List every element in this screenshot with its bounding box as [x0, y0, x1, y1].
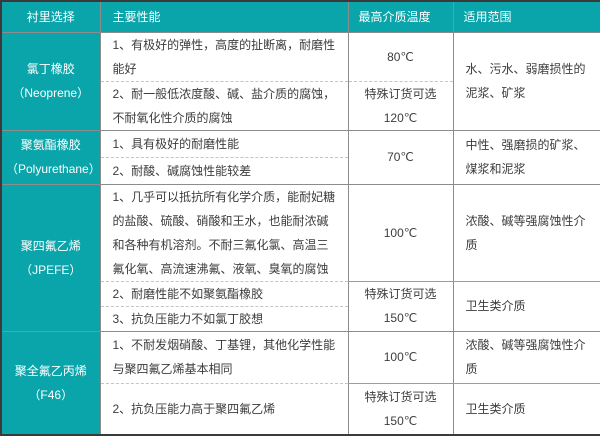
table-row: 聚氨酯橡胶 （Polyurethane） 1、具有极好的耐磨性能 70℃ 中性、强…	[1, 130, 600, 185]
performance-cell: 1、有极好的弹性，高度的扯断离，耐磨性 能好	[99, 32, 348, 82]
material-alias: （JPEFE）	[20, 262, 82, 277]
performance-cell: 1、具有极好的耐磨性能	[99, 130, 348, 158]
header-applicable-range: 适用范围	[452, 1, 600, 33]
table-row: 氯丁橡胶 （Neoprene） 1、有极好的弹性，高度的扯断离，耐磨性 能好 80…	[1, 32, 600, 131]
performance-cell: 2、耐磨性能不如聚氨酯橡胶	[99, 281, 348, 307]
table-row: 3、抗负压能力不如氯丁胶想	[1, 306, 600, 332]
performance-cell: 1、不耐发烟硝酸、丁基锂，其他化学性能 与聚四氟乙烯基本相同	[99, 331, 348, 384]
header-max-medium-temperature: 最高介质温度	[347, 1, 453, 33]
table-header-row: 衬里选择 主要性能 最高介质温度 适用范围	[1, 1, 600, 33]
material-alias: （F46）	[28, 387, 74, 402]
material-name: 聚氨酯橡胶	[20, 138, 81, 152]
range-cell: 卫生类介质	[452, 281, 600, 332]
table-row: 聚全氟乙丙烯 （F46） 1、不耐发烟硝酸、丁基锂，其他化学性能 与聚四氟乙烯基本…	[1, 331, 600, 435]
table-row: 2、耐一般低浓度酸、碱、盐介质的腐蚀， 不耐氧化性介质的腐蚀 特殊订货可选 12…	[1, 81, 600, 131]
range-cell: 浓酸、碱等强腐蚀性介 质	[452, 184, 600, 282]
header-lining-selection: 衬里选择	[1, 1, 100, 33]
material-name-fep: 聚全氟乙丙烯 （F46）	[1, 331, 100, 435]
table-row: 聚四氟乙烯 （JPEFE） 1、几乎可以抵抗所有化学介质，能耐妃糖 的盐酸、硫酸、…	[1, 184, 600, 332]
range-cell: 浓酸、碱等强腐蚀性介 质	[452, 331, 600, 384]
material-name-neoprene: 氯丁橡胶 （Neoprene）	[1, 32, 100, 131]
range-cell: 卫生类介质	[452, 383, 600, 435]
performance-cell: 3、抗负压能力不如氯丁胶想	[99, 306, 348, 332]
temperature-cell: 特殊订货可选 150℃	[347, 281, 453, 332]
material-name-ptfe: 聚四氟乙烯 （JPEFE）	[1, 184, 100, 332]
range-cell: 水、污水、弱磨损性的 泥浆、矿浆	[452, 32, 600, 131]
material-name: 聚四氟乙烯	[20, 238, 81, 253]
range-cell: 中性、强磨损的矿浆、 煤浆和泥浆	[452, 130, 600, 185]
table-row: 2、耐磨性能不如聚氨酯橡胶 特殊订货可选 150℃ 卫生类介质	[1, 281, 600, 332]
material-alias: （Polyurethane）	[6, 162, 100, 176]
material-alias: （Neoprene）	[12, 86, 90, 100]
temperature-cell: 特殊订货可选 150℃	[347, 383, 453, 435]
temperature-cell: 100℃	[347, 331, 453, 384]
temperature-cell: 70℃	[347, 130, 453, 185]
performance-cell: 2、耐酸、碱腐蚀性能较差	[99, 157, 348, 185]
table-row: 2、耐酸、碱腐蚀性能较差	[1, 157, 600, 185]
temperature-cell: 100℃	[347, 184, 453, 282]
material-name: 聚全氟乙丙烯	[14, 363, 87, 378]
performance-cell: 1、几乎可以抵抗所有化学介质，能耐妃糖 的盐酸、硫酸、硝酸和王水，也能耐浓碱 和…	[99, 184, 348, 282]
temperature-cell: 80℃	[347, 32, 453, 82]
performance-cell: 2、耐一般低浓度酸、碱、盐介质的腐蚀， 不耐氧化性介质的腐蚀	[99, 81, 348, 131]
header-main-performance: 主要性能	[99, 1, 348, 33]
material-name-polyurethane: 聚氨酯橡胶 （Polyurethane）	[1, 130, 100, 185]
temperature-cell: 特殊订货可选 120℃	[347, 81, 453, 131]
performance-cell: 2、抗负压能力高于聚四氟乙烯	[99, 383, 348, 435]
material-name: 氯丁橡胶	[26, 62, 75, 76]
table-row: 2、抗负压能力高于聚四氟乙烯 特殊订货可选 150℃ 卫生类介质	[1, 383, 600, 435]
